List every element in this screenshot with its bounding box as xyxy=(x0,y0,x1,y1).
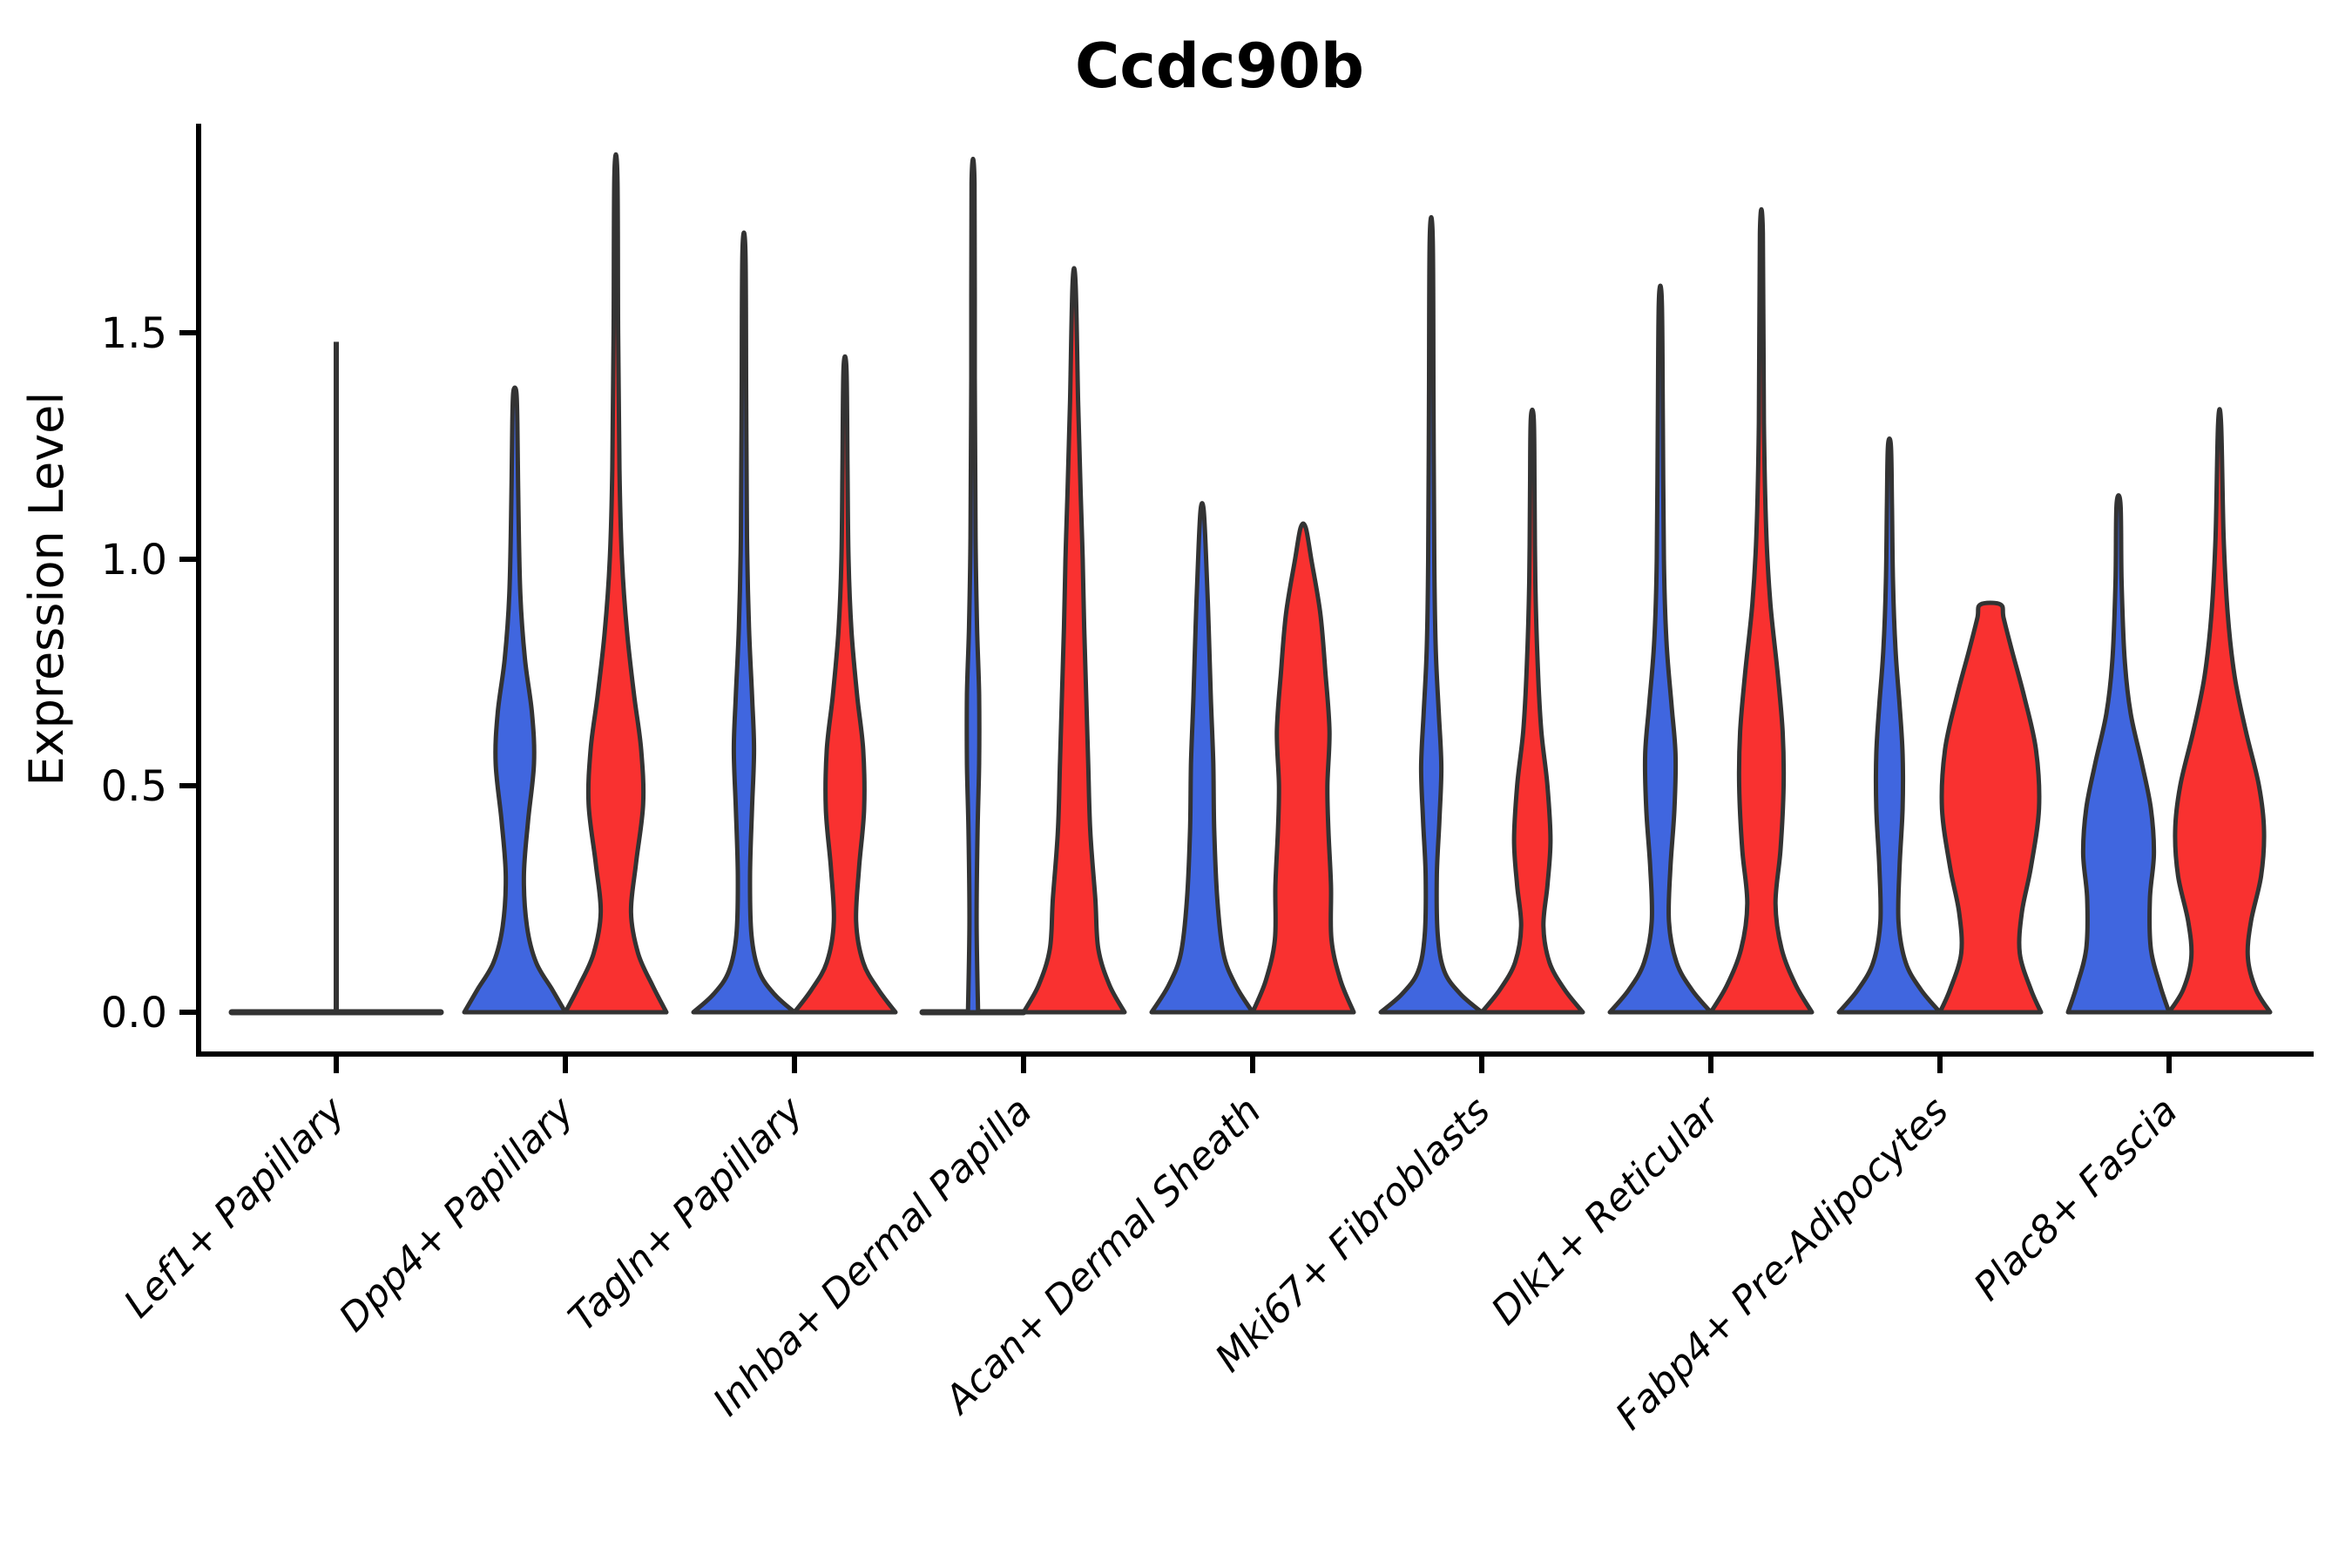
chart-title: Ccdc90b xyxy=(1075,30,1364,102)
violin-plac8-fascia-blue xyxy=(2065,493,2172,1015)
violin-mki67-fibroblasts-blue xyxy=(1378,215,1484,1015)
violin-fabp4-pre-adipocytes-red xyxy=(1937,600,2044,1015)
violin-acan-dermal-sheath-blue xyxy=(1149,501,1255,1015)
y-axis-label: Expression Level xyxy=(19,392,74,787)
x-tick-label-dpp4-papillary: Dpp4+ Papillary xyxy=(331,1088,584,1341)
violin-inhba-dermal-papilla-blue xyxy=(964,157,982,1015)
violin-tagln-papillary-red xyxy=(792,354,898,1015)
y-tick-label: 1.5 xyxy=(101,309,167,358)
violin-plac8-fascia-red xyxy=(2166,407,2273,1015)
y-tick-label: 1.0 xyxy=(101,536,167,585)
violin-inhba-dermal-papilla-red xyxy=(1021,266,1127,1015)
violin-dpp4-papillary-blue xyxy=(462,385,568,1015)
violin-mki67-fibroblasts-red xyxy=(1479,407,1585,1015)
violin-dlk1-reticular-blue xyxy=(1607,283,1713,1015)
x-tick-label-tagln-papillary: Tagln+ Papillary xyxy=(560,1088,812,1340)
violin-dlk1-reticular-red xyxy=(1708,207,1815,1015)
violin-acan-dermal-sheath-red xyxy=(1250,521,1356,1015)
x-tick-label-plac8-fascia: Plac8+ Fascia xyxy=(1965,1089,2186,1309)
violin-tagln-papillary-blue xyxy=(691,230,797,1015)
y-tick-label: 0.0 xyxy=(101,989,167,1037)
x-tick-label-lef1-papillary: Lef1+ Papillary xyxy=(116,1088,355,1327)
violin-dpp4-papillary-red xyxy=(563,152,669,1015)
violin-fabp4-pre-adipocytes-blue xyxy=(1836,436,1943,1015)
x-tick-label-dlk1-reticular: Dlk1+ Reticular xyxy=(1483,1087,1729,1334)
y-tick-label: 0.5 xyxy=(101,762,167,811)
